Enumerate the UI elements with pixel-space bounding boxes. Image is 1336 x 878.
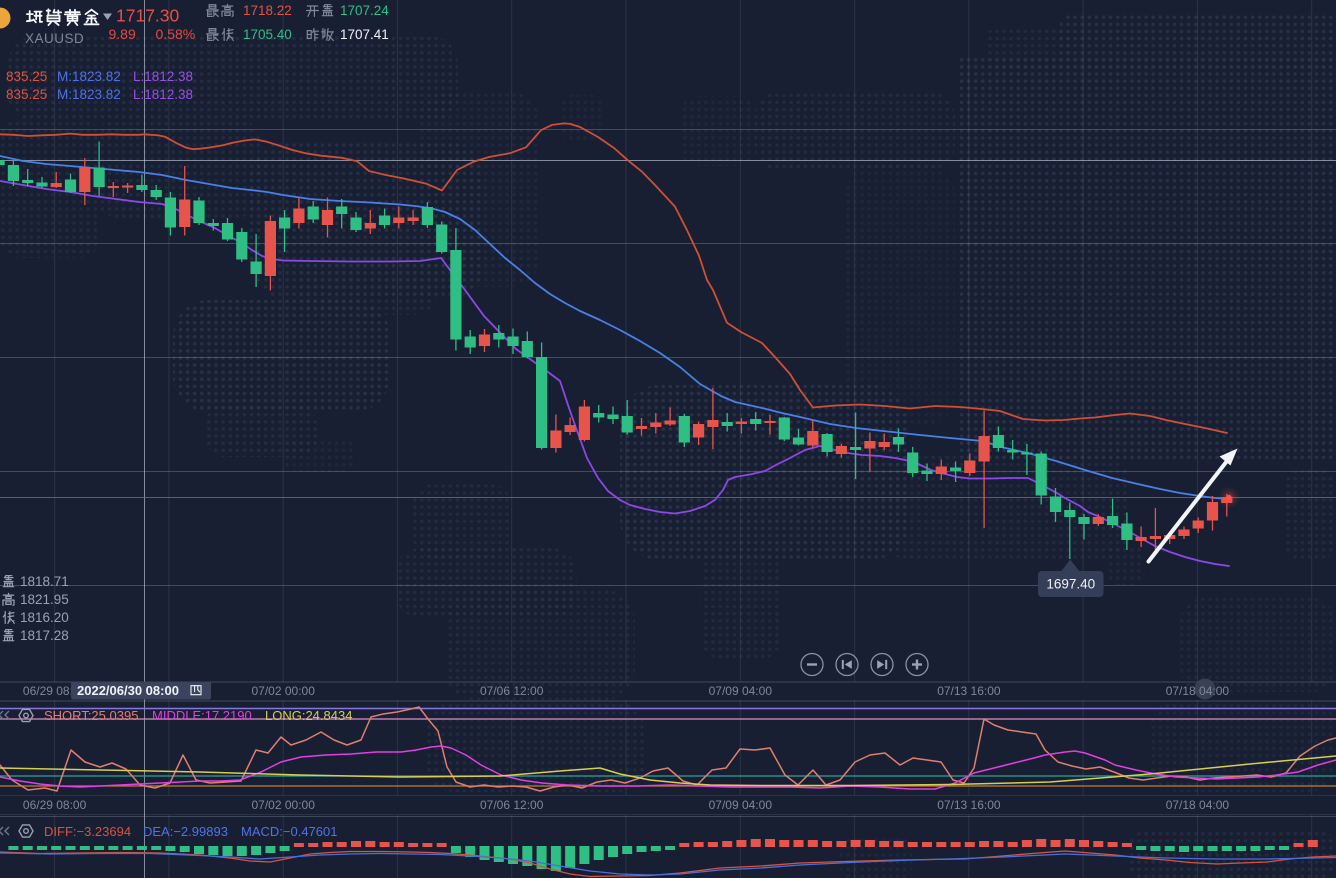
svg-text:07/13 16:00: 07/13 16:00	[937, 798, 1001, 812]
svg-text:XAUUSD: XAUUSD	[25, 31, 84, 46]
svg-text:07/02 00:00: 07/02 00:00	[251, 684, 315, 698]
svg-text:0.58%: 0.58%	[156, 26, 196, 42]
svg-text:1816.20: 1816.20	[20, 610, 69, 625]
svg-text:SHORT:25.0395: SHORT:25.0395	[44, 708, 138, 723]
svg-text:1707.41: 1707.41	[340, 27, 389, 42]
svg-text:1697.40: 1697.40	[1046, 577, 1095, 592]
svg-text:DIFF:−3.23694: DIFF:−3.23694	[44, 824, 131, 839]
svg-text:1718.22: 1718.22	[243, 3, 292, 18]
svg-text:L:1812.38: L:1812.38	[133, 69, 193, 84]
svg-text:06/29 08:00: 06/29 08:00	[23, 798, 87, 812]
svg-text:07/06 12:00: 07/06 12:00	[480, 798, 544, 812]
svg-text:MACD:−0.47601: MACD:−0.47601	[241, 824, 337, 839]
svg-text:1817.28: 1817.28	[20, 628, 69, 643]
svg-text:2022/06/30 08:00: 2022/06/30 08:00	[77, 683, 179, 698]
svg-text:07/06 12:00: 07/06 12:00	[480, 684, 544, 698]
svg-text:LONG:24.8434: LONG:24.8434	[265, 708, 352, 723]
svg-text:1818.71: 1818.71	[20, 574, 69, 589]
svg-text:1717.30: 1717.30	[116, 6, 180, 26]
svg-text:M:1823.82: M:1823.82	[57, 69, 121, 84]
svg-text:07/09 04:00: 07/09 04:00	[709, 798, 773, 812]
svg-text:1821.95: 1821.95	[20, 592, 69, 607]
svg-text:1707.24: 1707.24	[340, 3, 389, 18]
svg-text:M:1823.82: M:1823.82	[57, 87, 121, 102]
svg-text:07/13 16:00: 07/13 16:00	[937, 684, 1001, 698]
svg-text:L:1812.38: L:1812.38	[133, 87, 193, 102]
svg-text:07/09 04:00: 07/09 04:00	[709, 684, 773, 698]
svg-text:07/18 04:00: 07/18 04:00	[1166, 798, 1230, 812]
svg-text:07/02 00:00: 07/02 00:00	[251, 798, 315, 812]
svg-text:06/29 08:00: 06/29 08:00	[23, 684, 87, 698]
svg-text:MIDDLE:17.2190: MIDDLE:17.2190	[152, 708, 252, 723]
svg-text:835.25: 835.25	[6, 87, 47, 102]
svg-text:835.25: 835.25	[6, 69, 47, 84]
svg-text:DEA:−2.99893: DEA:−2.99893	[143, 824, 228, 839]
svg-text:9.89: 9.89	[109, 26, 136, 42]
svg-text:1705.40: 1705.40	[243, 27, 292, 42]
svg-text:07/18 04:00: 07/18 04:00	[1166, 684, 1230, 698]
